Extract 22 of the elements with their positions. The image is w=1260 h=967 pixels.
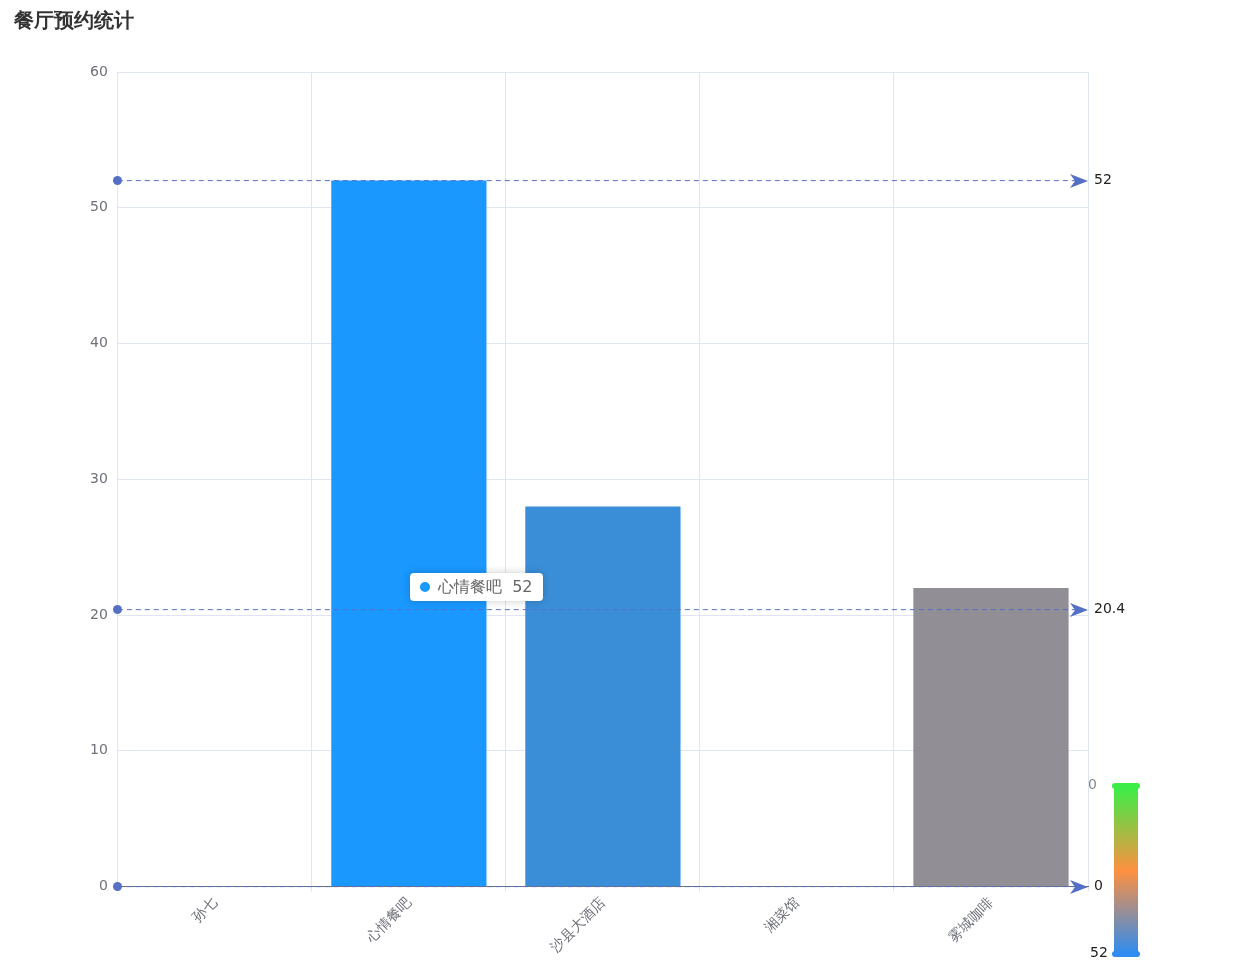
y-tick-label: 60 (89, 62, 108, 79)
x-tick-label: 孙七 (188, 893, 220, 926)
chart-title: 餐厅预约统计 (13, 8, 134, 33)
y-tick-label: 20 (89, 605, 108, 622)
ref-line-label: 52 (1094, 171, 1112, 188)
y-tick-label: 10 (89, 741, 108, 758)
x-tick-label: 心情餐吧 (361, 893, 414, 946)
y-tick-label: 0 (98, 877, 108, 894)
annotation: 心情餐吧 52 (438, 576, 533, 598)
tooltip: 心情餐吧 52 (410, 573, 543, 601)
y-tick-label: 30 (89, 469, 108, 486)
text: 52 (1090, 944, 1108, 960)
bar (913, 587, 1069, 887)
y-tick-label: 40 (89, 334, 108, 351)
bar (331, 180, 487, 887)
x-tick-label: 沙县大酒店 (546, 893, 608, 955)
x-tick-label: 雾城咖啡 (944, 893, 996, 945)
x-tick-label: 湘菜馆 (760, 893, 802, 935)
y-tick-label: 50 (89, 198, 108, 215)
annotation: 0 (1088, 776, 1097, 792)
ref-line-label: 20.4 (1094, 600, 1126, 617)
ref-line-label: 0 (1094, 877, 1103, 894)
